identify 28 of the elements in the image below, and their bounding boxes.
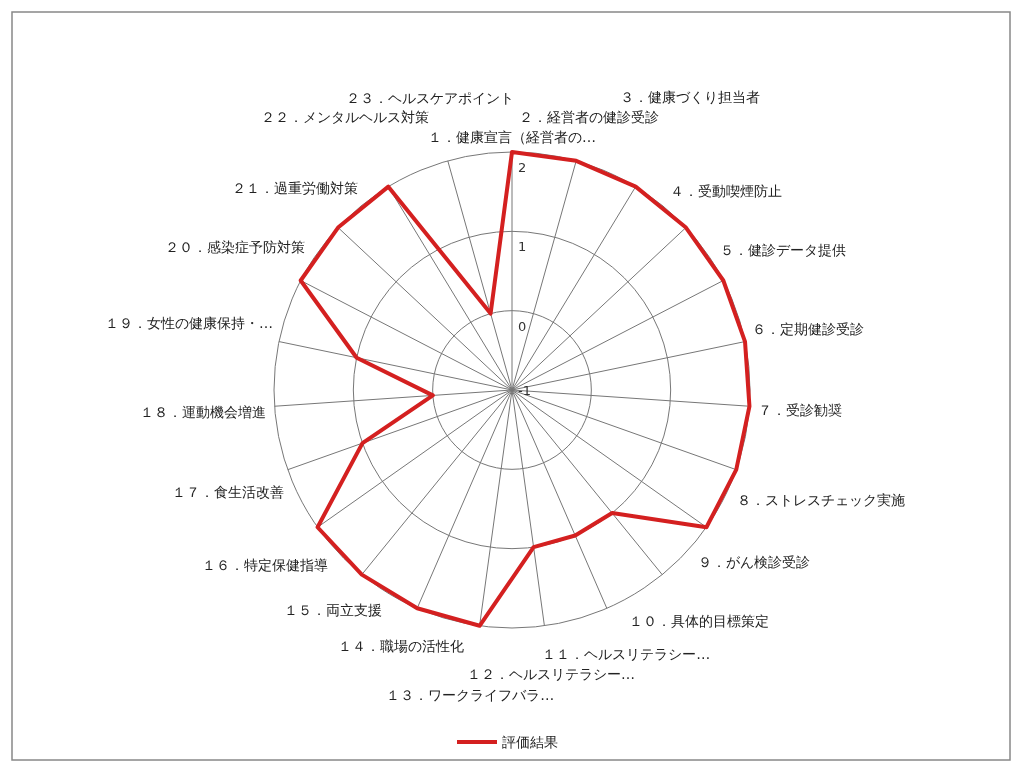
spoke-label: １８．運動機会増進 bbox=[140, 403, 267, 420]
spoke-label: ２２．メンタルヘルス対策 bbox=[261, 108, 430, 125]
spoke-label: １７．食生活改善 bbox=[171, 483, 284, 500]
spoke-label: ２．経営者の健診受診 bbox=[518, 108, 659, 125]
spoke-label: １．健康宣言（経営者の… bbox=[428, 128, 596, 145]
y-tick-label: -1 bbox=[518, 383, 531, 398]
spoke-label: １０．具体的目標策定 bbox=[629, 612, 770, 629]
spoke-label: ７．受診勧奨 bbox=[757, 402, 842, 419]
spoke-label: １６．特定保健指導 bbox=[202, 556, 329, 573]
spoke-label: １１．ヘルスリテラシー… bbox=[542, 645, 711, 662]
spoke-label: ２１．過重労働対策 bbox=[231, 179, 358, 196]
spoke-label: １２．ヘルスリテラシー… bbox=[466, 666, 635, 683]
spoke-label: １９．女性の健康保持・… bbox=[105, 315, 274, 332]
spoke-label: １４．職場の活性化 bbox=[338, 637, 465, 654]
legend-label: 評価結果 bbox=[502, 734, 558, 750]
y-tick-label: 0 bbox=[518, 318, 527, 334]
spoke-label: ６．定期健診受診 bbox=[752, 321, 865, 338]
spoke-label: ９．がん検診受診 bbox=[698, 553, 811, 570]
spoke-label: ８．ストレスチェック実施 bbox=[736, 492, 905, 509]
spoke-label: １３．ワークライフバラ… bbox=[386, 687, 555, 704]
spoke-label: ５．健診データ提供 bbox=[720, 242, 847, 258]
y-tick-label: 1 bbox=[518, 239, 527, 255]
y-tick-label: 2 bbox=[518, 160, 527, 175]
spoke-label: １５．両立支援 bbox=[284, 602, 383, 619]
spoke-label: ２０．感染症予防対策 bbox=[165, 239, 306, 256]
spoke-label: ４．受動喫煙防止 bbox=[669, 183, 782, 200]
spoke-label: ３．健康づくり担当者 bbox=[620, 89, 761, 106]
spoke-label: ２３．ヘルスケアポイント bbox=[346, 90, 515, 107]
